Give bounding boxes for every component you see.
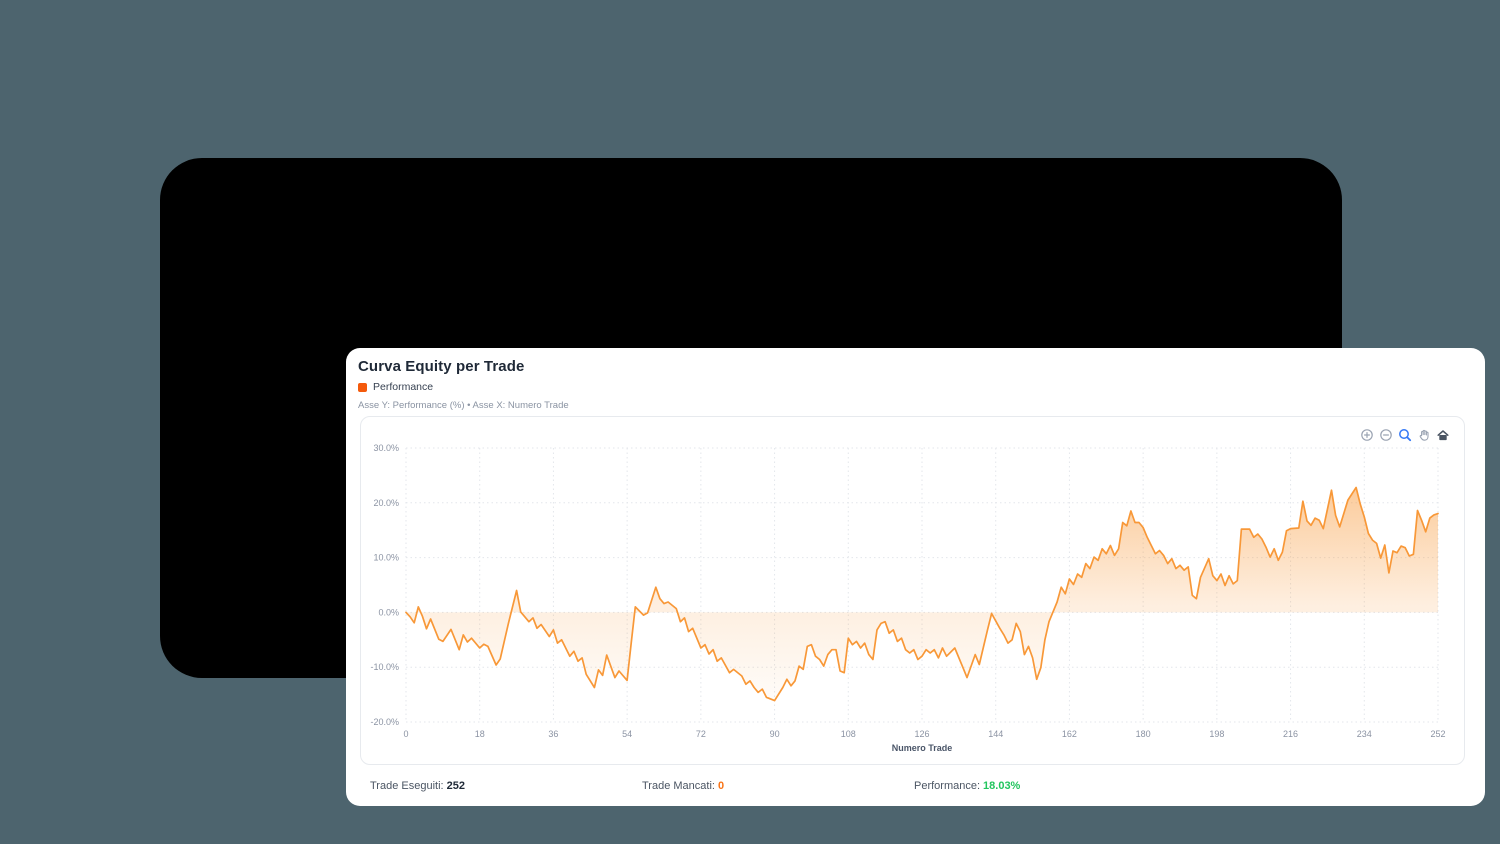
- legend-swatch-icon: [358, 382, 367, 392]
- equity-chart-plot[interactable]: -20.0% -10.0% 0.0% 10.0% 20.0% 30.0% 0 18 36 54 72…: [361, 417, 1466, 766]
- axes-subtitle: Asse Y: Performance (%) • Asse X: Numero…: [358, 400, 569, 411]
- svg-text:72: 72: [696, 729, 706, 739]
- reset-home-icon[interactable]: [1435, 427, 1450, 442]
- svg-text:18: 18: [475, 729, 485, 739]
- stat-performance: Performance: 18.03%: [914, 780, 1485, 792]
- chart-panel: -20.0% -10.0% 0.0% 10.0% 20.0% 30.0% 0 18 36 54 72…: [360, 416, 1465, 765]
- svg-text:216: 216: [1283, 729, 1298, 739]
- svg-text:30.0%: 30.0%: [373, 443, 399, 453]
- svg-text:0.0%: 0.0%: [378, 607, 399, 617]
- equity-curve-card: Curva Equity per Trade Performance Asse …: [346, 348, 1485, 806]
- svg-text:126: 126: [914, 729, 929, 739]
- svg-text:162: 162: [1062, 729, 1077, 739]
- card-title: Curva Equity per Trade: [358, 358, 525, 375]
- svg-text:198: 198: [1209, 729, 1224, 739]
- svg-text:10.0%: 10.0%: [373, 553, 399, 563]
- card-header: Curva Equity per Trade Performance Asse …: [358, 358, 1473, 411]
- svg-text:36: 36: [548, 729, 558, 739]
- stat-value: 18.03%: [983, 779, 1021, 792]
- stat-value: 252: [446, 779, 465, 792]
- pan-hand-icon[interactable]: [1416, 427, 1431, 442]
- svg-text:144: 144: [988, 729, 1003, 739]
- svg-text:252: 252: [1430, 729, 1445, 739]
- stat-label: Trade Eseguiti:: [370, 779, 444, 792]
- legend-label: Performance: [373, 381, 434, 393]
- stats-footer: Trade Eseguiti: 252 Trade Mancati: 0 Perfo…: [346, 765, 1485, 806]
- svg-text:234: 234: [1357, 729, 1372, 739]
- stat-label: Performance:: [914, 779, 981, 792]
- svg-text:54: 54: [622, 729, 632, 739]
- stat-label: Trade Mancati:: [642, 779, 715, 792]
- stat-value: 0: [717, 779, 725, 792]
- stat-trade-mancati: Trade Mancati: 0: [642, 780, 914, 792]
- chart-modebar: [1359, 427, 1450, 442]
- svg-text:-10.0%: -10.0%: [370, 662, 399, 672]
- zoom-in-icon[interactable]: [1359, 427, 1374, 442]
- svg-text:-20.0%: -20.0%: [370, 717, 399, 727]
- svg-text:Numero Trade: Numero Trade: [892, 743, 953, 753]
- svg-text:0: 0: [403, 729, 408, 739]
- legend: Performance: [358, 381, 1473, 393]
- stat-trade-eseguiti: Trade Eseguiti: 252: [370, 780, 642, 792]
- zoom-out-icon[interactable]: [1378, 427, 1393, 442]
- svg-text:20.0%: 20.0%: [373, 498, 399, 508]
- svg-text:90: 90: [770, 729, 780, 739]
- box-zoom-icon[interactable]: [1397, 427, 1412, 442]
- card-shadow: Curva Equity per Trade Performance Asse …: [160, 158, 1485, 806]
- svg-text:180: 180: [1136, 729, 1151, 739]
- svg-text:108: 108: [841, 729, 856, 739]
